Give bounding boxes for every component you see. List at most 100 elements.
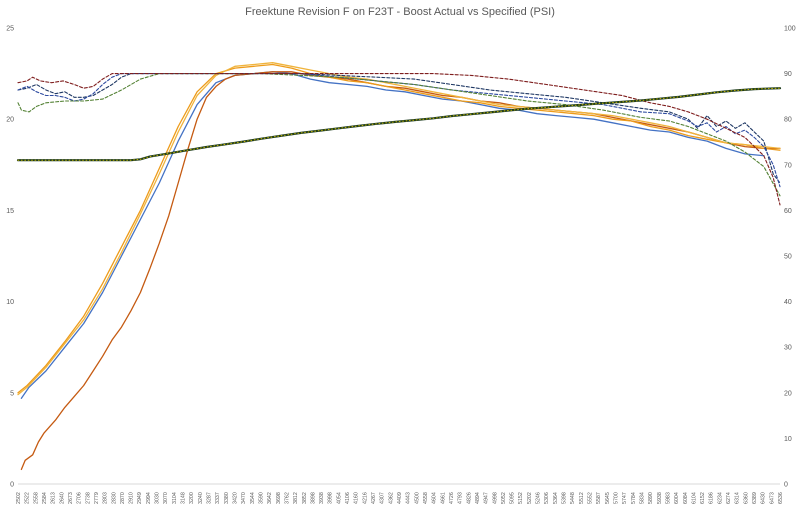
x-tick-label: 3938 (319, 492, 325, 504)
x-tick-label: 6186 (709, 492, 715, 504)
x-tick-label: 3470 (241, 492, 247, 504)
x-tick-label: 4793 (458, 492, 464, 504)
x-tick-label: 4409 (397, 492, 403, 504)
series-3-line (17, 62, 781, 396)
y-right-tick-label: 70 (784, 162, 792, 169)
series-7-line (17, 73, 781, 206)
x-tick-label: 2830 (111, 492, 117, 504)
x-tick-label: 3420 (232, 492, 238, 504)
x-tick-label: 4998 (492, 492, 498, 504)
x-tick-label: 6473 (769, 492, 775, 504)
x-tick-label: 2949 (137, 492, 143, 504)
x-tick-label: 6104 (691, 492, 697, 504)
y-right-tick-label: 30 (784, 345, 792, 352)
x-tick-label: 6234 (717, 492, 723, 504)
x-tick-label: 3762 (284, 492, 290, 504)
x-tick-label: 6084 (683, 492, 689, 504)
y-left-tick-label: 20 (6, 117, 14, 124)
x-tick-label: 4362 (388, 492, 394, 504)
x-tick-label: 2558 (33, 492, 39, 504)
x-tick-label: 5398 (562, 492, 568, 504)
series-4-line (17, 73, 781, 184)
x-tick-label: 4106 (345, 492, 351, 504)
x-tick-label: 6389 (752, 492, 758, 504)
x-tick-label: 3200 (189, 492, 195, 504)
y-right-tick-label: 20 (784, 390, 792, 397)
x-tick-label: 2738 (85, 492, 91, 504)
x-tick-label: 3998 (328, 492, 334, 504)
y-right-tick-label: 60 (784, 208, 792, 215)
x-tick-label: 3812 (293, 492, 299, 504)
x-tick-label: 4307 (380, 492, 386, 504)
y-right-tick-label: 0 (784, 482, 788, 489)
y-right-tick-label: 100 (784, 26, 796, 33)
y-right-tick-label: 50 (784, 254, 792, 261)
x-tick-label: 3148 (181, 492, 187, 504)
x-tick-label: 3337 (215, 492, 221, 504)
x-tick-label: 5700 (613, 492, 619, 504)
x-tick-label: 5306 (544, 492, 550, 504)
x-tick-label: 3698 (276, 492, 282, 504)
y-right-tick-label: 40 (784, 299, 792, 306)
x-tick-label: 4216 (362, 492, 368, 504)
x-tick-label: 4500 (414, 492, 420, 504)
x-tick-label: 5364 (553, 492, 559, 504)
x-tick-label: 3240 (198, 492, 204, 504)
y-left-tick-label: 10 (6, 299, 14, 306)
x-tick-label: 5834 (639, 492, 645, 504)
x-tick-label: 5747 (622, 492, 628, 504)
x-tick-label: 5095 (510, 492, 516, 504)
series-8-line (16, 87, 782, 162)
x-tick-label: 4661 (440, 492, 446, 504)
x-tick-label: 6314 (735, 492, 741, 504)
x-tick-label: 3380 (224, 492, 230, 504)
series-1-line (20, 71, 781, 471)
x-tick-label: 6152 (700, 492, 706, 504)
x-tick-label: 5552 (588, 492, 594, 504)
x-tick-label: 2706 (77, 492, 83, 504)
x-tick-label: 4894 (475, 492, 481, 504)
x-tick-label: 4267 (371, 492, 377, 504)
x-tick-label: 3590 (258, 492, 264, 504)
x-tick-label: 6430 (761, 492, 767, 504)
x-tick-label: 2803 (103, 492, 109, 504)
x-tick-label: 4443 (406, 492, 412, 504)
x-tick-label: 2910 (129, 492, 135, 504)
x-tick-label: 3852 (302, 492, 308, 504)
x-tick-label: 6004 (674, 492, 680, 504)
y-left-tick-label: 15 (6, 208, 14, 215)
x-tick-label: 3898 (310, 492, 316, 504)
x-tick-label: 5052 (501, 492, 507, 504)
x-tick-label: 3104 (172, 492, 178, 504)
x-tick-label: 5983 (665, 492, 671, 504)
x-tick-label: 5645 (605, 492, 611, 504)
x-tick-label: 6536 (778, 492, 784, 504)
y-left-tick-label: 0 (10, 482, 14, 489)
series-5-line (17, 73, 781, 188)
x-tick-label: 5938 (657, 492, 663, 504)
x-tick-label: 5246 (536, 492, 542, 504)
x-tick-label: 6360 (743, 492, 749, 504)
x-tick-label: 4826 (466, 492, 472, 504)
y-right-tick-label: 80 (784, 117, 792, 124)
x-tick-label: 3030 (155, 492, 161, 504)
x-tick-label: 5512 (579, 492, 585, 504)
x-tick-label: 2779 (94, 492, 100, 504)
x-tick-label: 3070 (163, 492, 169, 504)
y-left-tick-label: 25 (6, 26, 14, 33)
x-tick-label: 4160 (354, 492, 360, 504)
x-tick-label: 3287 (207, 492, 213, 504)
y-right-tick-label: 10 (784, 436, 792, 443)
x-tick-label: 5587 (596, 492, 602, 504)
x-tick-label: 6274 (726, 492, 732, 504)
series-8-markers (17, 87, 781, 161)
x-tick-label: 3544 (250, 492, 256, 504)
series-0-line (20, 71, 765, 399)
x-tick-label: 2994 (146, 492, 152, 504)
x-tick-label: 5152 (518, 492, 524, 504)
chart-title: Freektune Revision F on F23T - Boost Act… (245, 6, 555, 18)
x-tick-label: 4558 (423, 492, 429, 504)
x-tick-label: 5448 (570, 492, 576, 504)
x-tick-label: 5784 (631, 492, 637, 504)
